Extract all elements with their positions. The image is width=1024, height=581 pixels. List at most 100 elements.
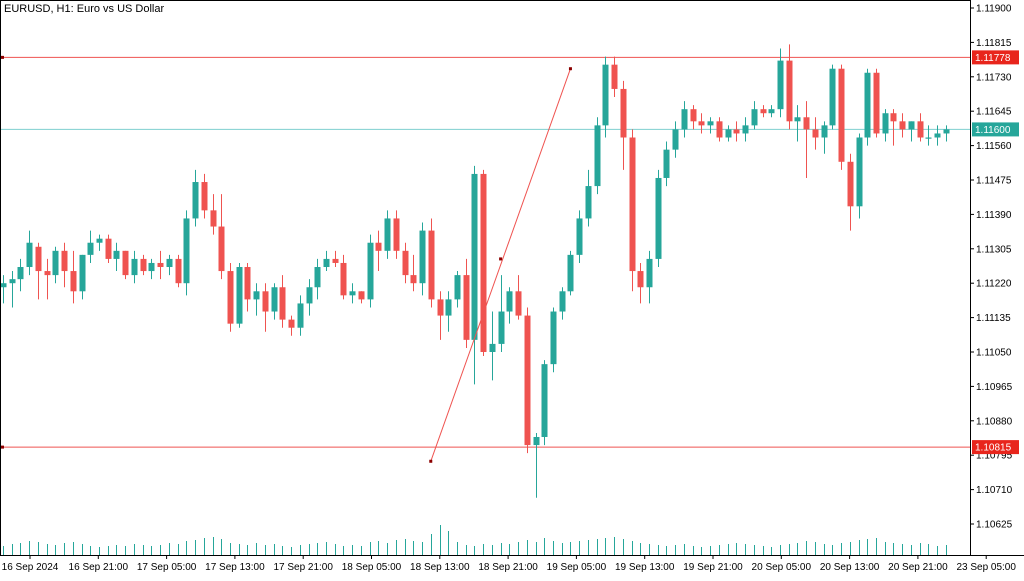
candle[interactable] (498, 275, 505, 352)
candle[interactable] (157, 250, 164, 280)
candle[interactable] (428, 218, 435, 308)
candle[interactable] (463, 258, 470, 348)
candle[interactable] (524, 307, 531, 454)
candle[interactable] (873, 68, 880, 138)
candle[interactable] (358, 291, 365, 304)
candle[interactable] (567, 250, 574, 296)
candle[interactable] (445, 291, 452, 332)
candle[interactable] (856, 133, 863, 219)
candle[interactable] (183, 210, 190, 296)
candle[interactable] (620, 80, 627, 170)
candle[interactable] (105, 234, 112, 263)
candle[interactable] (26, 230, 33, 276)
candle[interactable] (410, 254, 417, 292)
candle[interactable] (777, 48, 784, 118)
candle[interactable] (306, 279, 313, 316)
candle[interactable] (672, 121, 679, 158)
candle[interactable] (349, 283, 356, 304)
candle[interactable] (393, 210, 400, 259)
candle[interactable] (227, 262, 234, 332)
candle[interactable] (218, 194, 225, 280)
candle[interactable] (244, 262, 251, 312)
candle[interactable] (803, 101, 810, 178)
trendline-anchor-point[interactable] (568, 67, 572, 71)
candle[interactable] (559, 287, 566, 320)
candle[interactable] (367, 234, 374, 308)
candle[interactable] (437, 291, 444, 340)
candle[interactable] (655, 169, 662, 268)
candle[interactable] (698, 113, 705, 134)
candle[interactable] (533, 432, 540, 498)
candle[interactable] (847, 153, 854, 231)
candle[interactable] (637, 262, 644, 304)
candle[interactable] (17, 258, 24, 292)
candle[interactable] (725, 125, 732, 142)
candle[interactable] (864, 68, 871, 146)
candle[interactable] (838, 64, 845, 170)
candle[interactable] (471, 165, 478, 385)
candle[interactable] (61, 242, 68, 288)
candle[interactable] (192, 169, 199, 227)
candle[interactable] (908, 121, 915, 142)
candle[interactable] (663, 141, 670, 187)
candle[interactable] (917, 113, 924, 142)
candle[interactable] (148, 258, 155, 280)
candle[interactable] (751, 101, 758, 130)
candle[interactable] (541, 360, 548, 446)
candle[interactable] (87, 230, 94, 263)
candle[interactable] (550, 307, 557, 373)
candle[interactable] (175, 254, 182, 288)
trendline-anchor-point[interactable] (499, 257, 503, 261)
candle[interactable] (113, 242, 120, 272)
level-anchor-point[interactable] (1, 55, 4, 59)
candle[interactable] (480, 169, 487, 357)
candle[interactable] (585, 169, 592, 227)
candle[interactable] (760, 105, 767, 118)
candle[interactable] (122, 250, 129, 280)
candle[interactable] (0, 275, 7, 304)
candle[interactable] (323, 250, 330, 272)
candle[interactable] (829, 64, 836, 130)
candle[interactable] (210, 194, 217, 235)
candle[interactable] (681, 101, 688, 138)
candle[interactable] (629, 129, 636, 292)
candle[interactable] (419, 222, 426, 296)
candle[interactable] (768, 105, 775, 118)
candle[interactable] (52, 246, 59, 284)
candle[interactable] (288, 315, 295, 336)
candle[interactable] (79, 254, 86, 300)
candle[interactable] (340, 254, 347, 300)
candle[interactable] (882, 109, 889, 142)
candle[interactable] (646, 250, 653, 304)
candle[interactable] (707, 117, 714, 134)
candle[interactable] (611, 56, 618, 98)
candle[interactable] (402, 242, 409, 284)
level-anchor-point[interactable] (1, 445, 4, 449)
candle[interactable] (384, 210, 391, 259)
candle[interactable] (253, 283, 260, 316)
candle[interactable] (742, 117, 749, 142)
candle[interactable] (9, 271, 16, 308)
candle[interactable] (279, 275, 286, 328)
candle[interactable] (262, 283, 269, 332)
trendline-anchor-point[interactable] (429, 459, 433, 463)
candle[interactable] (506, 287, 513, 324)
candle[interactable] (271, 283, 278, 320)
candle[interactable] (515, 275, 522, 320)
candle[interactable] (140, 254, 147, 276)
candle[interactable] (35, 242, 42, 300)
candle[interactable] (44, 258, 51, 300)
candle[interactable] (96, 234, 103, 251)
candle[interactable] (489, 311, 496, 381)
candle[interactable] (943, 125, 950, 142)
candle[interactable] (794, 105, 801, 142)
candle[interactable] (297, 295, 304, 336)
candle[interactable] (733, 121, 740, 142)
candle[interactable] (131, 250, 138, 284)
candle[interactable] (690, 105, 697, 130)
candle[interactable] (899, 113, 906, 138)
candle[interactable] (934, 125, 941, 146)
candle[interactable] (454, 271, 461, 308)
